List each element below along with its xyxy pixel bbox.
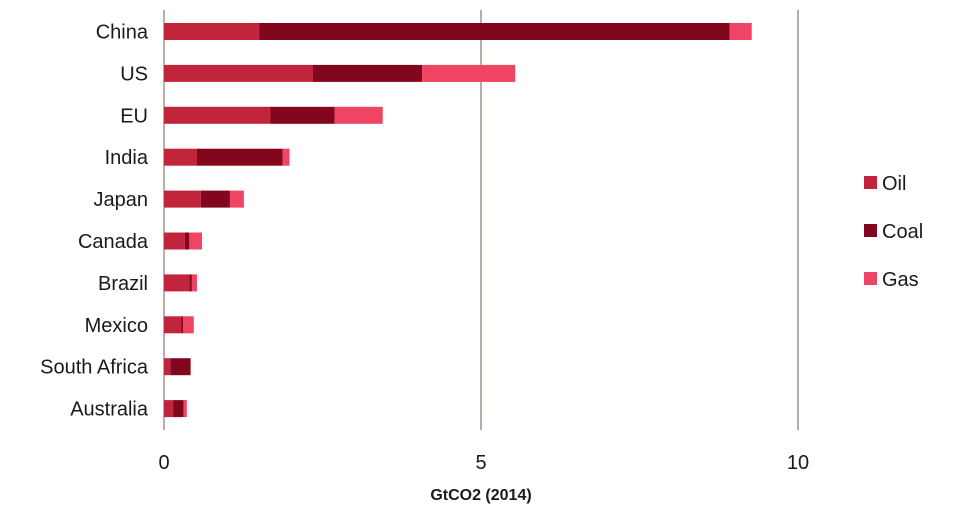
bar-gas <box>189 232 203 250</box>
category-label: South Africa <box>40 357 149 379</box>
bar-oil <box>164 148 197 166</box>
bar-coal <box>184 232 190 250</box>
category-label: Mexico <box>85 315 148 337</box>
bar-gas <box>334 106 383 124</box>
bars <box>164 23 752 418</box>
legend: Oil Coal Gas <box>864 173 923 291</box>
category-label: EU <box>120 105 148 127</box>
bar-coal <box>196 148 283 166</box>
category-label: China <box>96 22 149 44</box>
bar-coal <box>200 190 230 208</box>
x-tick-labels: 0 5 10 <box>158 452 809 474</box>
legend-label-gas: Gas <box>882 269 919 291</box>
bar-oil <box>164 358 171 376</box>
bar-gas <box>229 190 244 208</box>
bar-oil <box>164 316 182 334</box>
category-label: Brazil <box>98 273 148 295</box>
bar-oil <box>164 400 174 418</box>
bar-coal <box>312 64 423 82</box>
category-label: Japan <box>94 189 149 211</box>
bar-oil <box>164 190 201 208</box>
legend-swatch-coal <box>864 224 877 237</box>
x-tick-label: 10 <box>787 452 809 474</box>
bar-coal <box>270 106 335 124</box>
bar-gas <box>282 148 290 166</box>
legend-label-oil: Oil <box>882 173 906 195</box>
bar-gas <box>191 274 197 292</box>
bar-gas <box>729 23 752 40</box>
category-label: India <box>105 147 149 169</box>
category-label: Australia <box>70 399 149 421</box>
bar-oil <box>164 64 313 82</box>
category-label: Canada <box>78 231 149 253</box>
bar-oil <box>164 274 190 292</box>
bar-oil <box>164 23 260 40</box>
bar-oil <box>164 106 271 124</box>
bar-coal <box>189 274 192 292</box>
bar-coal <box>170 358 191 376</box>
category-labels: China US EU India Japan Canada Brazil Mexico Sou… <box>40 22 149 421</box>
bar-gas <box>422 64 516 82</box>
bar-coal <box>259 23 730 40</box>
legend-swatch-oil <box>864 176 877 189</box>
bar-gas <box>183 316 194 334</box>
x-axis-title: GtCO2 (2014) <box>430 487 531 504</box>
x-tick-label: 5 <box>475 452 486 474</box>
bar-coal <box>173 400 184 418</box>
bar-oil <box>164 232 185 250</box>
bar-gas <box>183 400 187 418</box>
legend-label-coal: Coal <box>882 221 923 243</box>
legend-swatch-gas <box>864 272 877 285</box>
bar-coal <box>181 316 184 334</box>
category-label: US <box>120 63 148 85</box>
x-tick-label: 0 <box>158 452 169 474</box>
